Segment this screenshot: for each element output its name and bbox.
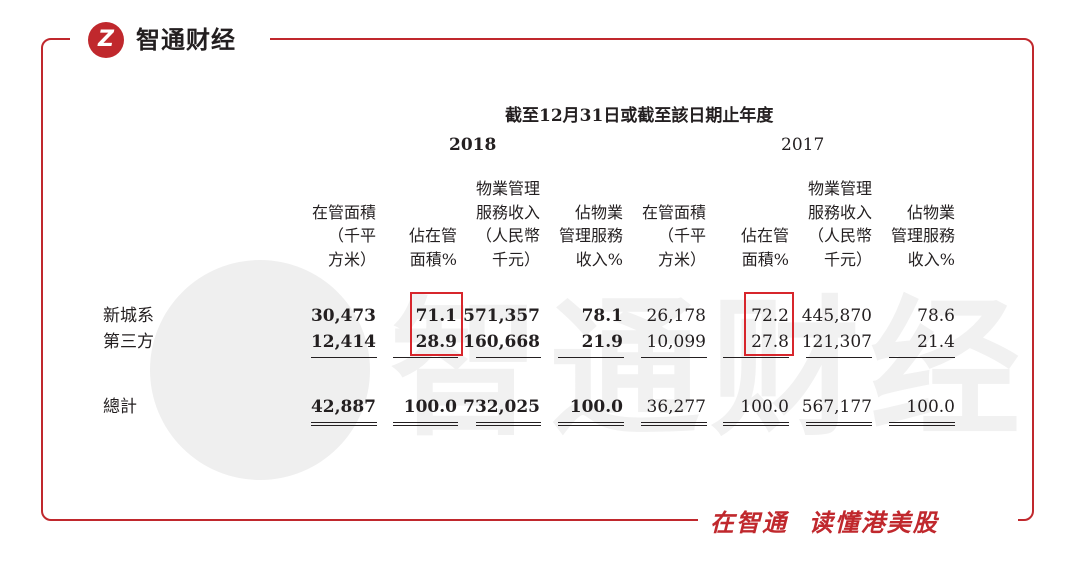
subtotal-rule (641, 357, 707, 358)
table-cell: 36,277 (646, 397, 706, 417)
subtotal-rule (393, 357, 458, 358)
table-cell: 78.6 (917, 306, 955, 326)
subtotal-rule (889, 357, 955, 358)
total-double-rule (393, 422, 458, 426)
col-header-revenue-pct-2017: 佔物業 管理服務 收入% (890, 202, 955, 269)
table-cell: 28.9 (415, 332, 457, 352)
total-double-rule (641, 422, 707, 426)
brand-name: 智通财经 (136, 26, 236, 54)
table-cell: 100.0 (906, 397, 955, 417)
col-header-area-2017: 在管面積 （千平 方米） (641, 202, 706, 269)
table-cell: 571,357 (463, 306, 540, 326)
row-label-xincheng: 新城系 (103, 306, 154, 326)
table-cell: 12,414 (310, 332, 376, 352)
table-cell: 21.4 (917, 332, 955, 352)
year-2018-header: 2018 (449, 135, 497, 155)
table-cell: 100.0 (403, 397, 457, 417)
table-cell: 72.2 (751, 306, 789, 326)
table-cell: 27.8 (751, 332, 789, 352)
table-cell: 42,887 (310, 397, 376, 417)
subtotal-rule (806, 357, 872, 358)
table-cell: 100.0 (740, 397, 789, 417)
table-cell: 30,473 (310, 306, 376, 326)
content-frame (41, 38, 1034, 521)
table-cell: 160,668 (463, 332, 540, 352)
table-cell: 100.0 (569, 397, 623, 417)
year-2017-header: 2017 (781, 135, 825, 155)
table-cell: 567,177 (801, 397, 872, 417)
total-double-rule (558, 422, 624, 426)
subtotal-rule (558, 357, 624, 358)
total-double-rule (476, 422, 541, 426)
table-cell: 732,025 (463, 397, 540, 417)
total-double-rule (723, 422, 789, 426)
brand-slogan: 在智通 读懂港美股 (710, 509, 939, 537)
table-cell: 78.1 (581, 306, 623, 326)
table-cell: 26,178 (646, 306, 706, 326)
brand-logo-icon: Z (88, 22, 124, 58)
row-label-third-party: 第三方 (103, 332, 154, 352)
col-header-area-pct-2017: 佔在管 面積% (740, 226, 789, 269)
table-cell: 21.9 (581, 332, 623, 352)
col-header-revenue-pct-2018: 佔物業 管理服務 收入% (558, 202, 623, 269)
row-label-total: 總計 (103, 397, 137, 417)
period-header: 截至12月31日或截至該日期止年度 (505, 106, 774, 126)
col-header-revenue-2018: 物業管理 服務收入 （人民幣 千元） (475, 179, 540, 269)
table-cell: 10,099 (646, 332, 706, 352)
col-header-area-pct-2018: 佔在管 面積% (408, 226, 457, 269)
col-header-revenue-2017: 物業管理 服務收入 （人民幣 千元） (807, 179, 872, 269)
total-double-rule (806, 422, 872, 426)
highlight-box-2018 (410, 292, 463, 356)
table-cell: 445,870 (801, 306, 872, 326)
subtotal-rule (723, 357, 789, 358)
total-double-rule (311, 422, 377, 426)
subtotal-rule (476, 357, 541, 358)
table-cell: 71.1 (415, 306, 457, 326)
subtotal-rule (311, 357, 377, 358)
table-cell: 121,307 (801, 332, 872, 352)
highlight-box-2017 (744, 292, 794, 356)
total-double-rule (889, 422, 955, 426)
col-header-area-2018: 在管面積 （千平 方米） (311, 202, 376, 269)
